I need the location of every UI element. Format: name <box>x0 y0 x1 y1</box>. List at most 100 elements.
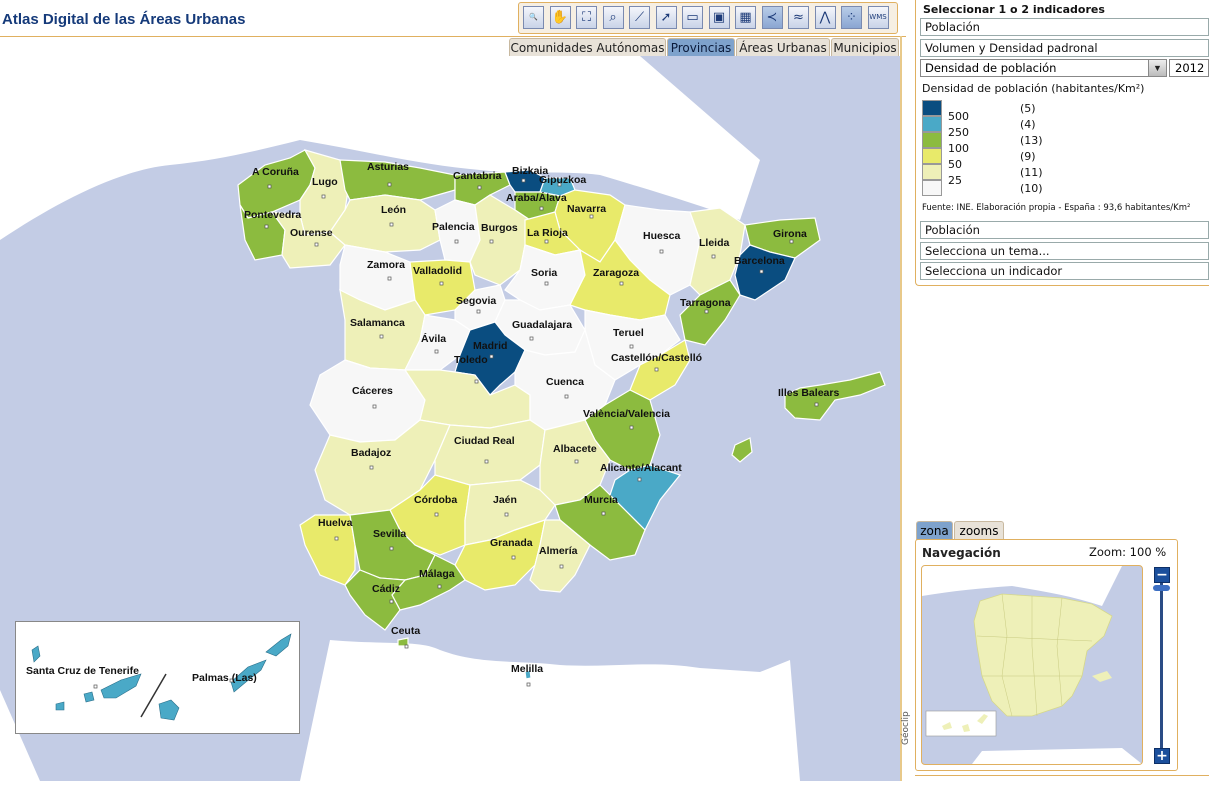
tab-comunidades-autonomas[interactable]: Comunidades Autónomas <box>509 38 666 56</box>
label-navarra: Navarra <box>567 203 606 215</box>
subtheme-select[interactable]: Volumen y Densidad padronal <box>920 39 1209 57</box>
province-cadiz[interactable] <box>344 569 407 631</box>
province-tarragona[interactable] <box>679 279 741 346</box>
second-theme-select[interactable]: Población <box>920 221 1209 239</box>
island-la-palma[interactable] <box>31 645 41 663</box>
province-castellon[interactable] <box>629 339 691 401</box>
label-albacete: Albacete <box>553 443 597 455</box>
label-huelva: Huelva <box>318 517 353 529</box>
label-leon: León <box>381 204 406 216</box>
label-huesca: Huesca <box>643 230 681 242</box>
label-palencia: Palencia <box>432 221 475 233</box>
label-castellon: Castellón/Castelló <box>611 352 702 364</box>
zoom-out-button[interactable]: − <box>1154 567 1170 583</box>
zoom-level: Zoom: 100 % <box>1089 545 1167 559</box>
provinces-layer <box>237 149 886 680</box>
label-ourense: Ourense <box>290 227 333 239</box>
island-el-hierro[interactable] <box>55 701 65 711</box>
choropleth-map[interactable]: A Coruña Lugo Asturias Cantabria Bizkaia… <box>0 56 900 781</box>
legend-count: (11) <box>1020 166 1043 179</box>
province-illes-balears[interactable] <box>784 371 886 421</box>
theme-select[interactable]: Población <box>920 18 1209 36</box>
minimap-balears <box>1092 671 1112 682</box>
measure-distance-icon[interactable]: ⟋ <box>629 6 650 29</box>
zoom-slider-handle[interactable] <box>1153 585 1170 591</box>
label-lugo: Lugo <box>312 176 338 188</box>
province-almeria[interactable] <box>529 519 591 593</box>
label-lleida: Lleida <box>699 237 730 249</box>
table-icon[interactable]: ▦ <box>735 6 756 29</box>
tab-areas-urbanas[interactable]: Áreas Urbanas <box>736 38 830 56</box>
tab-provincias[interactable]: Provincias <box>667 38 735 56</box>
zoom-in-button[interactable]: + <box>1154 748 1170 764</box>
inset-divider <box>140 673 167 718</box>
canary-islands-inset[interactable]: Santa Cruz de Tenerife Palmas (Las) <box>15 621 300 734</box>
province-leon[interactable] <box>329 194 441 253</box>
zoom-slider-track[interactable] <box>1160 583 1163 748</box>
navigation-title: Navegación <box>922 546 1001 560</box>
island-lanzarote[interactable] <box>265 633 292 657</box>
minimap-canvas[interactable] <box>922 566 1142 764</box>
canary-inset-canvas[interactable]: Santa Cruz de Tenerife Palmas (Las) <box>16 622 299 733</box>
label-tarragona: Tarragona <box>680 297 731 309</box>
binoculars-icon[interactable]: ⌕ <box>602 6 624 29</box>
full-extent-icon[interactable]: ⛶ <box>576 6 597 29</box>
label-soria: Soria <box>531 267 557 279</box>
indicator-dropdown[interactable]: Densidad de población <box>920 59 1167 77</box>
navigation-panel <box>915 539 1178 771</box>
label-santa-cruz: Santa Cruz de Tenerife <box>26 665 139 677</box>
label-ciudad-real: Ciudad Real <box>454 435 515 447</box>
map-canvas[interactable]: A Coruña Lugo Asturias Cantabria Bizkaia… <box>0 56 900 781</box>
rivers-layer-icon[interactable]: ≈ <box>788 6 809 29</box>
select-arrow-icon[interactable]: ➚ <box>655 6 677 29</box>
island-tenerife[interactable] <box>100 673 142 699</box>
tab-zooms[interactable]: zooms <box>954 521 1004 540</box>
legend-count: (4) <box>1020 118 1036 131</box>
france-landmass <box>0 56 760 240</box>
label-cantabria: Cantabria <box>453 170 502 182</box>
legend-threshold: 25 <box>948 174 962 187</box>
tab-zona[interactable]: zona <box>916 521 953 540</box>
label-avila: Ávila <box>421 332 446 345</box>
province-barcelona[interactable] <box>734 244 796 301</box>
roads-layer-icon[interactable]: ≺ <box>761 6 783 29</box>
minimap-province-lines <box>976 593 1093 717</box>
minimap-canary-islands <box>942 714 988 732</box>
minimap-spain <box>973 593 1113 717</box>
label-a-coruna: A Coruña <box>252 166 299 178</box>
pan-hand-icon[interactable]: ✋ <box>549 6 571 29</box>
label-malaga: Málaga <box>419 568 455 580</box>
railways-layer-icon[interactable]: ⋀ <box>814 6 836 29</box>
minimap-france <box>922 566 1122 606</box>
wms-icon[interactable]: WMS <box>867 6 889 29</box>
app-title: Atlas Digital de las Áreas Urbanas <box>2 11 246 28</box>
label-toledo: Toledo <box>454 354 488 366</box>
overview-minimap[interactable] <box>921 565 1143 765</box>
indicator-panel-title: Seleccionar 1 o 2 indicadores <box>923 3 1105 16</box>
save-icon[interactable]: ▣ <box>708 6 730 29</box>
province-labels: A Coruña Lugo Asturias Cantabria Bizkaia… <box>244 161 839 675</box>
tab-municipios[interactable]: Municipios <box>831 38 899 56</box>
island-la-gomera[interactable] <box>83 691 95 703</box>
open-folder-icon[interactable]: ▭ <box>682 6 703 29</box>
label-melilla: Melilla <box>511 663 543 675</box>
africa-landmass <box>300 640 800 781</box>
year-select[interactable]: 2012 <box>1169 59 1209 77</box>
topic-select[interactable]: Selecciona un tema... <box>920 242 1209 260</box>
points-layer-icon[interactable]: ⁘ <box>841 6 862 29</box>
zoom-icon[interactable]: 🔍 <box>523 6 544 29</box>
chevron-down-icon[interactable]: ▼ <box>1148 60 1166 76</box>
island-ibiza <box>731 437 753 463</box>
province-toledo[interactable] <box>403 369 531 429</box>
second-indicator-select[interactable]: Selecciona un indicador <box>920 262 1209 280</box>
label-cuenca: Cuenca <box>546 376 584 388</box>
island-gran-canaria[interactable] <box>158 699 180 721</box>
province-melilla[interactable] <box>524 669 532 680</box>
province-ourense[interactable] <box>270 211 346 269</box>
legend-swatch <box>922 116 942 132</box>
province-ciudad-real[interactable] <box>434 419 546 486</box>
province-badajoz[interactable] <box>314 419 451 516</box>
province-asturias[interactable] <box>339 159 456 201</box>
island-fuerteventura[interactable] <box>230 659 267 693</box>
label-jaen: Jaén <box>493 494 517 506</box>
